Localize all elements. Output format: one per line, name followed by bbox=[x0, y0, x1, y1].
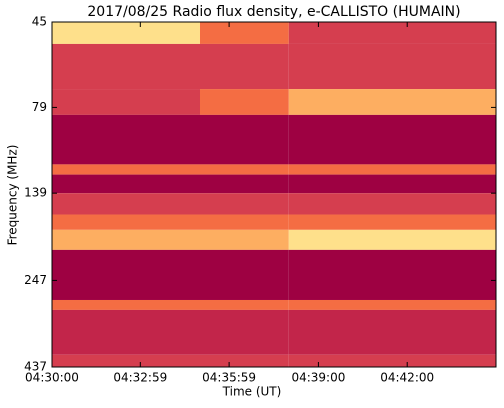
heatmap-cell bbox=[200, 309, 289, 355]
heatmap-cell bbox=[288, 164, 496, 175]
heatmap-cell bbox=[288, 354, 496, 367]
heatmap-cell bbox=[52, 309, 200, 355]
heatmap-cell bbox=[200, 249, 289, 300]
heatmap-cell bbox=[52, 229, 200, 250]
x-tick-label: 04:42:00 bbox=[380, 371, 434, 385]
heatmap-cell bbox=[288, 229, 496, 250]
heatmap-cell bbox=[288, 299, 496, 310]
heatmap-cell bbox=[288, 89, 496, 115]
y-tick-label: 247 bbox=[24, 273, 47, 287]
x-tick-label: 04:35:59 bbox=[202, 371, 256, 385]
y-tick-label: 139 bbox=[24, 186, 47, 200]
heatmap-cell bbox=[200, 299, 289, 310]
x-axis-label: Time (UT) bbox=[222, 385, 282, 399]
plot-frame bbox=[51, 21, 497, 368]
heatmap-cell bbox=[288, 193, 496, 215]
heatmap-cell bbox=[200, 114, 289, 165]
heatmap-cell bbox=[52, 249, 200, 300]
heatmap-cell bbox=[52, 174, 200, 194]
heatmap-cell bbox=[52, 193, 200, 215]
heatmap-cell bbox=[288, 214, 496, 230]
x-tick-label: 04:32:59 bbox=[113, 371, 167, 385]
heatmap-cell bbox=[52, 89, 200, 115]
chart-title: 2017/08/25 Radio flux density, e-CALLIST… bbox=[87, 4, 460, 20]
heatmap-cell bbox=[288, 43, 496, 90]
heatmap-cell bbox=[52, 214, 200, 230]
x-tick-label: 04:39:00 bbox=[291, 371, 345, 385]
heatmap-cell bbox=[200, 214, 289, 230]
y-tick-label: 437 bbox=[24, 360, 47, 374]
heatmap-cell bbox=[288, 249, 496, 300]
heatmap-cell bbox=[52, 164, 200, 175]
y-axis-label: Frequency (MHz) bbox=[6, 145, 20, 246]
heatmap-cell bbox=[288, 114, 496, 165]
heatmap-cell bbox=[288, 22, 496, 44]
heatmap-cell bbox=[52, 299, 200, 310]
heatmap-cell bbox=[288, 309, 496, 355]
heatmap-cell bbox=[52, 43, 200, 90]
heatmap-cell bbox=[200, 164, 289, 175]
heatmap-cell bbox=[200, 22, 289, 44]
y-tick-label: 45 bbox=[32, 15, 47, 29]
heatmap-cell bbox=[200, 43, 289, 90]
heatmap-cell bbox=[288, 174, 496, 194]
heatmap-cell bbox=[200, 89, 289, 115]
x-tick-label: 04:30:00 bbox=[25, 371, 79, 385]
y-tick-label: 79 bbox=[32, 100, 47, 114]
heatmap-cell bbox=[200, 229, 289, 250]
heatmap-cell bbox=[52, 354, 200, 367]
heatmap-cell bbox=[52, 22, 200, 44]
heatmap-cell bbox=[200, 193, 289, 215]
heatmap-cell bbox=[52, 114, 200, 165]
heatmap-cell bbox=[200, 354, 289, 367]
heatmap-cell bbox=[200, 174, 289, 194]
